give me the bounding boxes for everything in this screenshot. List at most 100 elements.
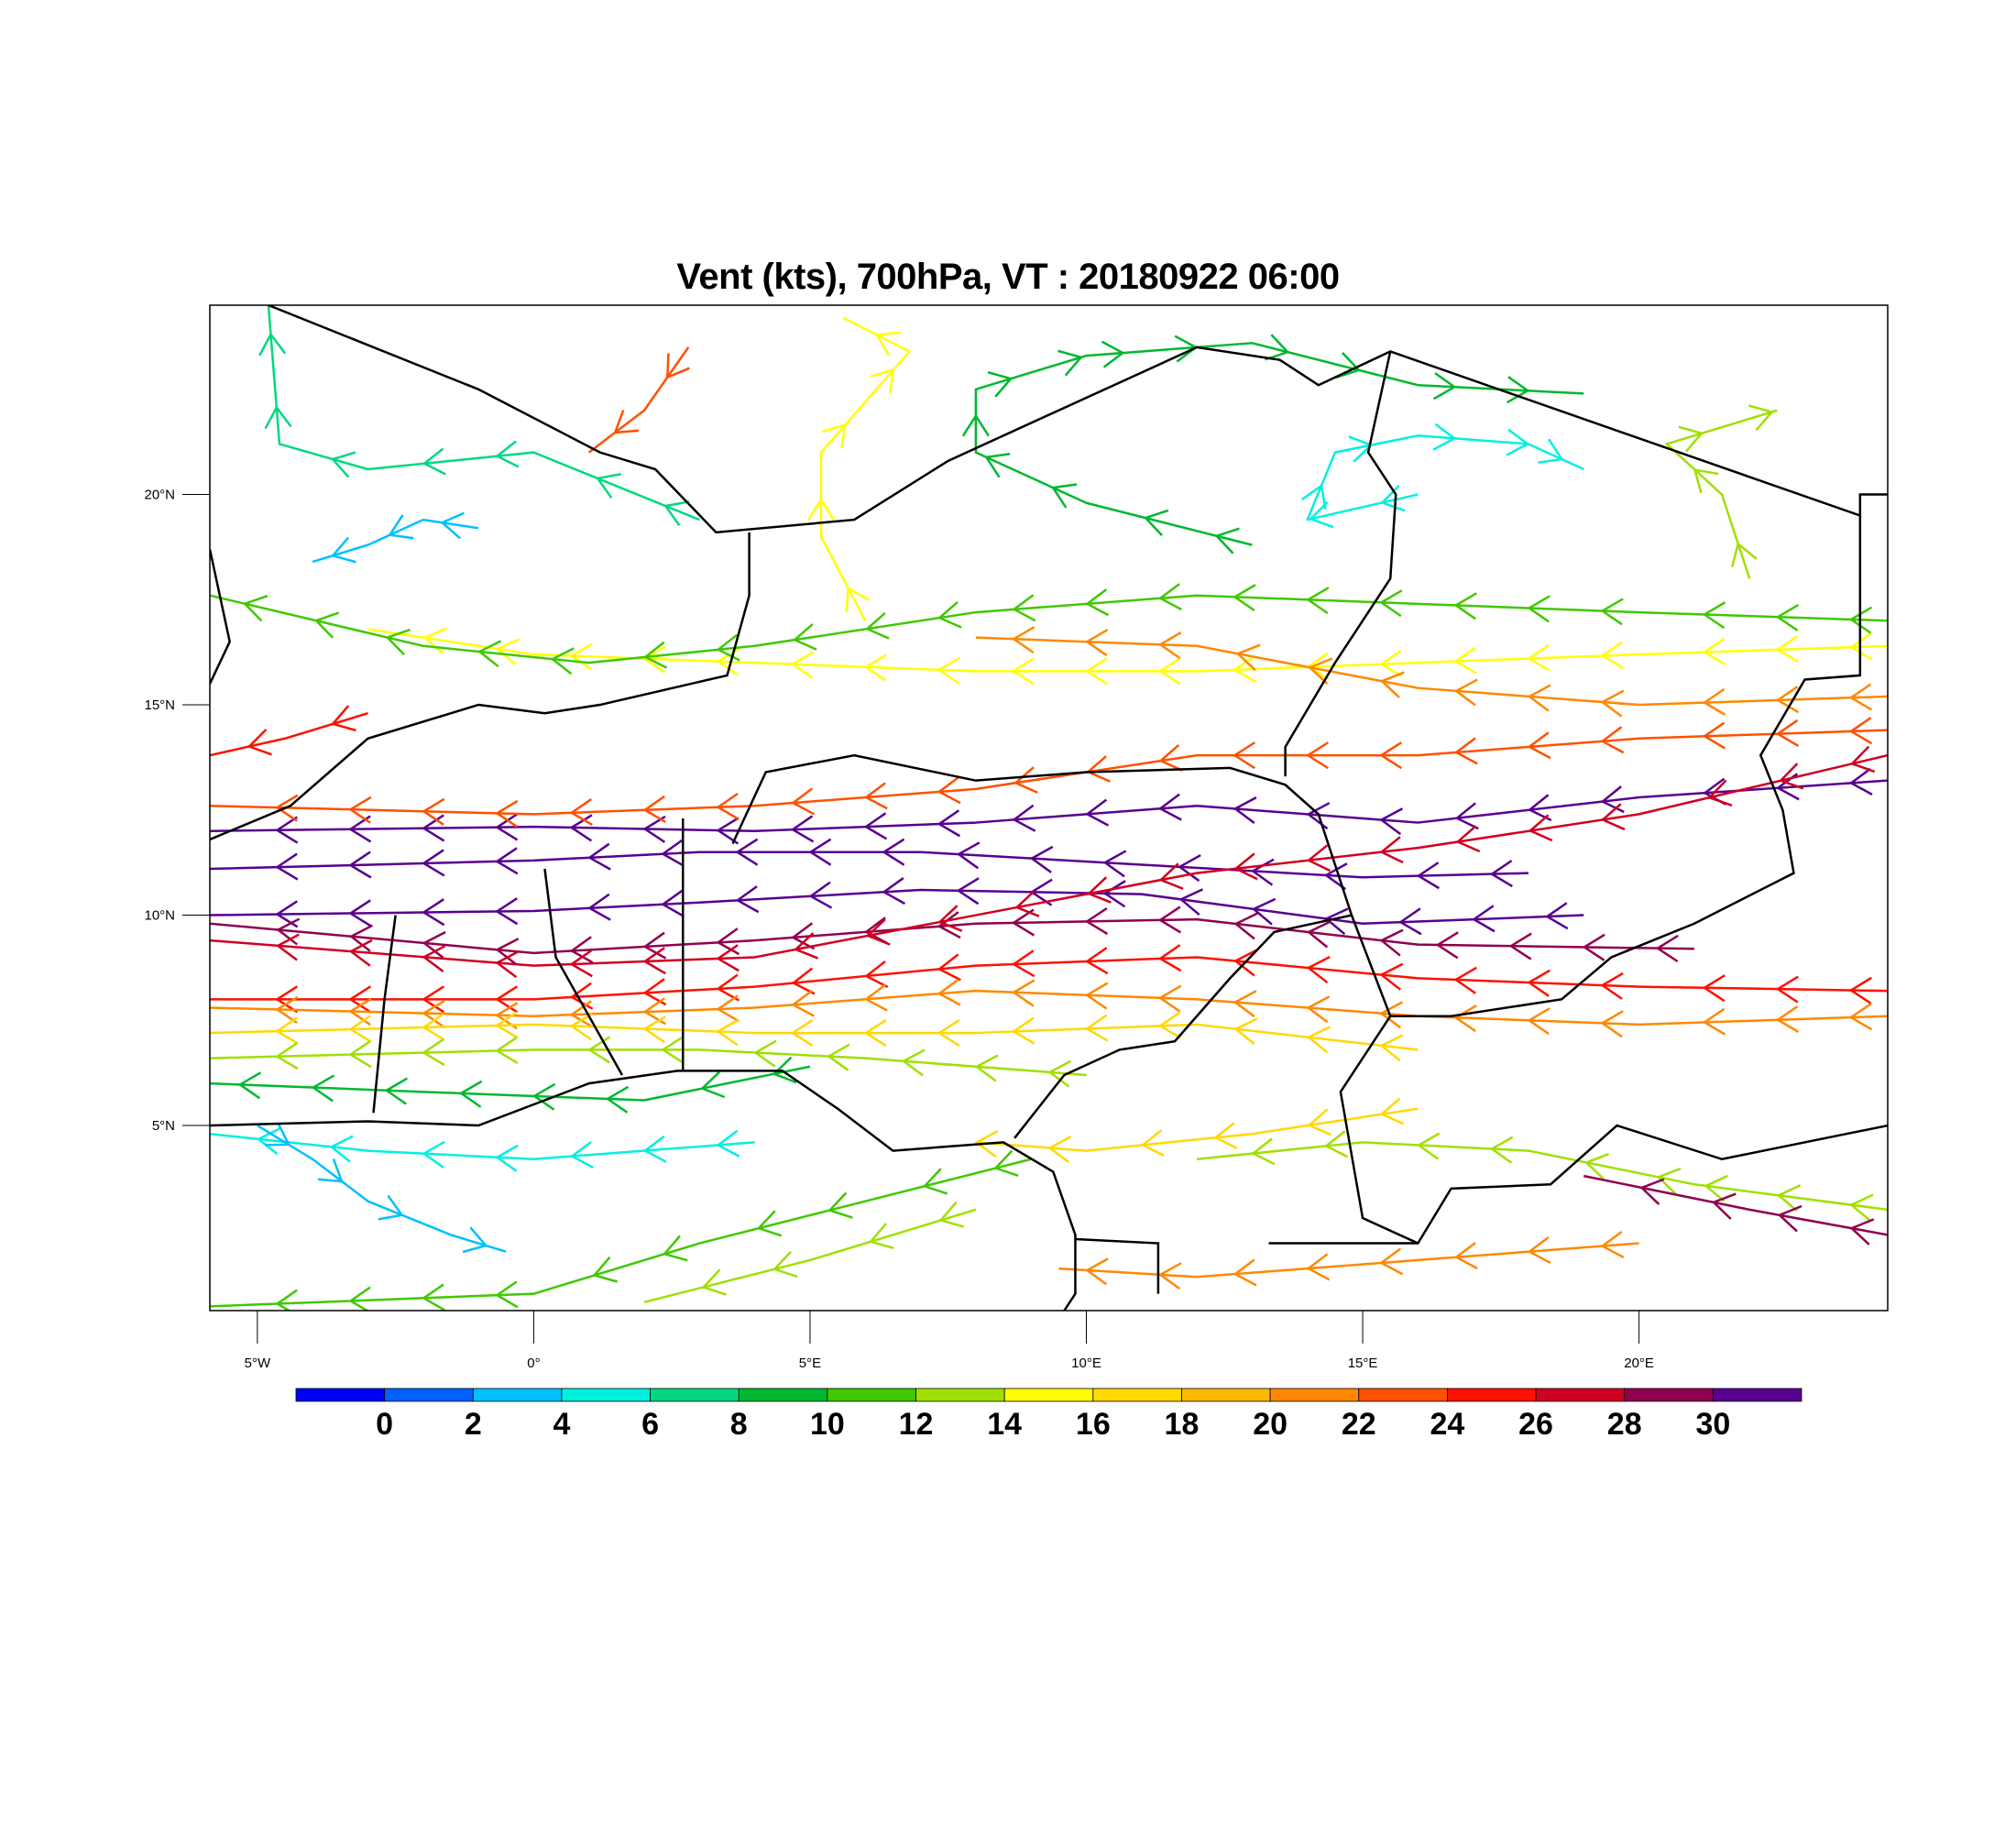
wind-arrow-mark	[1702, 637, 1726, 665]
wind-arrow-mark	[595, 473, 622, 499]
colorbar-swatch	[827, 1388, 916, 1402]
streamline	[210, 989, 1888, 1026]
wind-arrow-mark	[1102, 850, 1127, 878]
border-line	[1075, 1237, 1160, 1294]
wind-arrow-mark	[642, 947, 666, 975]
wind-arrow-mark	[937, 600, 962, 629]
wind-arrow-mark	[863, 782, 888, 810]
wind-arrow-mark	[495, 813, 519, 841]
wind-arrow-mark	[422, 1283, 445, 1311]
wind-arrow-mark	[275, 1042, 299, 1070]
wind-arrow-mark	[1472, 905, 1496, 933]
streamline	[210, 917, 1694, 955]
wind-arrow-mark	[256, 1127, 281, 1156]
wind-arrow-mark	[661, 839, 685, 867]
wind-arrow-mark	[1848, 976, 1872, 1004]
wind-arrow-mark	[1848, 606, 1873, 634]
wind-arrow-mark	[440, 511, 465, 540]
wind-arrow-mark	[1693, 468, 1719, 494]
wind-arrow-mark	[1013, 766, 1038, 794]
wind-arrow-mark	[937, 656, 961, 685]
streamline	[587, 346, 690, 454]
wind-arrow-mark	[1453, 737, 1478, 765]
wind-arrow-mark	[1379, 1247, 1404, 1276]
wind-arrow-mark	[495, 1144, 519, 1172]
wind-arrow-mark	[1489, 860, 1513, 888]
wind-arrow-mark	[1306, 844, 1331, 873]
wind-arrow-mark	[313, 611, 340, 639]
wind-arrow-mark	[1306, 956, 1331, 984]
wind-arrow-mark	[1011, 657, 1035, 686]
colorbar-swatch	[1181, 1388, 1271, 1402]
wind-arrow-mark	[735, 838, 759, 866]
wind-arrow-mark	[348, 1015, 372, 1043]
wind-arrow-mark	[1748, 404, 1774, 432]
wind-arrow-mark	[772, 1056, 797, 1084]
wind-arrow-mark	[1527, 731, 1551, 760]
wind-arrow-mark	[348, 796, 372, 824]
wind-arrow-mark	[735, 885, 760, 914]
wind-arrow-mark	[1014, 890, 1040, 917]
border-line	[1350, 515, 1862, 1017]
wind-arrow-mark	[1379, 928, 1404, 957]
wind-arrow-mark	[922, 1168, 948, 1195]
wind-arrow-mark	[1157, 1011, 1182, 1039]
wind-arrow-mark	[1453, 646, 1477, 675]
wind-arrow-mark	[808, 881, 833, 909]
wind-arrow-mark	[1157, 944, 1182, 972]
border-line	[1284, 351, 1397, 777]
colorbar-label: 2	[465, 1407, 482, 1442]
wind-arrow-mark	[275, 794, 299, 822]
wind-arrow-mark	[1379, 649, 1403, 677]
wind-arrow-mark	[495, 847, 519, 875]
wind-arrow-mark	[1233, 1258, 1257, 1287]
colorbar-swatch	[295, 1388, 386, 1402]
wind-arrow-mark	[937, 953, 961, 982]
colorbar-label: 30	[1695, 1407, 1730, 1442]
colorbar-swatch	[1712, 1388, 1802, 1402]
wind-arrow-mark	[1157, 657, 1181, 686]
wind-arrow-mark	[865, 918, 891, 946]
wind-arrow-mark	[1528, 794, 1552, 822]
wind-arrow-mark	[1527, 643, 1550, 672]
wind-arrow-mark	[1527, 595, 1550, 623]
wind-arrow-mark	[1849, 1218, 1875, 1246]
wind-arrow-mark	[1158, 744, 1183, 772]
wind-arrow-mark	[1324, 907, 1349, 936]
wind-arrow-mark	[716, 817, 740, 845]
wind-arrow-mark	[1702, 687, 1726, 716]
colorbar-label: 18	[1165, 1407, 1200, 1442]
wind-arrow-mark	[864, 612, 890, 640]
wind-arrow-mark	[661, 1036, 685, 1064]
wind-arrow-mark	[845, 586, 870, 612]
wind-arrow-mark	[422, 1013, 445, 1041]
wind-arrow-mark	[792, 623, 817, 651]
wind-arrow-mark	[592, 1256, 619, 1283]
wind-arrow-mark	[1011, 949, 1035, 978]
wind-arrow-mark	[1600, 971, 1624, 1000]
wind-arrow-mark	[1306, 995, 1331, 1024]
wind-arrow-mark	[495, 950, 520, 979]
wind-arrow-mark	[1233, 949, 1258, 977]
colorbar-swatch	[1269, 1388, 1360, 1402]
chart-title: Vent (kts), 700hPa, VT : 20180922 06:00	[676, 257, 1340, 297]
border-line	[210, 532, 751, 841]
wind-arrow-mark	[1323, 1130, 1349, 1158]
wind-arrow-mark	[1307, 1108, 1332, 1136]
wind-arrow-mark	[1528, 814, 1553, 842]
wind-arrow-mark	[348, 851, 372, 879]
colorbar-label: 0	[376, 1407, 393, 1442]
colorbar-label: 26	[1518, 1407, 1553, 1442]
wind-arrow-mark	[1011, 625, 1035, 654]
streamline	[210, 779, 1888, 832]
streamline	[210, 712, 368, 757]
wind-arrow-mark	[974, 1130, 999, 1158]
wind-arrow-mark	[1178, 854, 1201, 883]
wind-arrow-mark	[790, 1019, 814, 1048]
wind-arrow-mark	[1489, 1136, 1514, 1164]
wind-arrow-mark	[701, 1268, 727, 1296]
streamline	[1197, 1141, 1888, 1212]
streamline	[819, 316, 911, 621]
wind-arrow-mark	[1527, 969, 1550, 997]
colorbar-label: 22	[1342, 1407, 1376, 1442]
